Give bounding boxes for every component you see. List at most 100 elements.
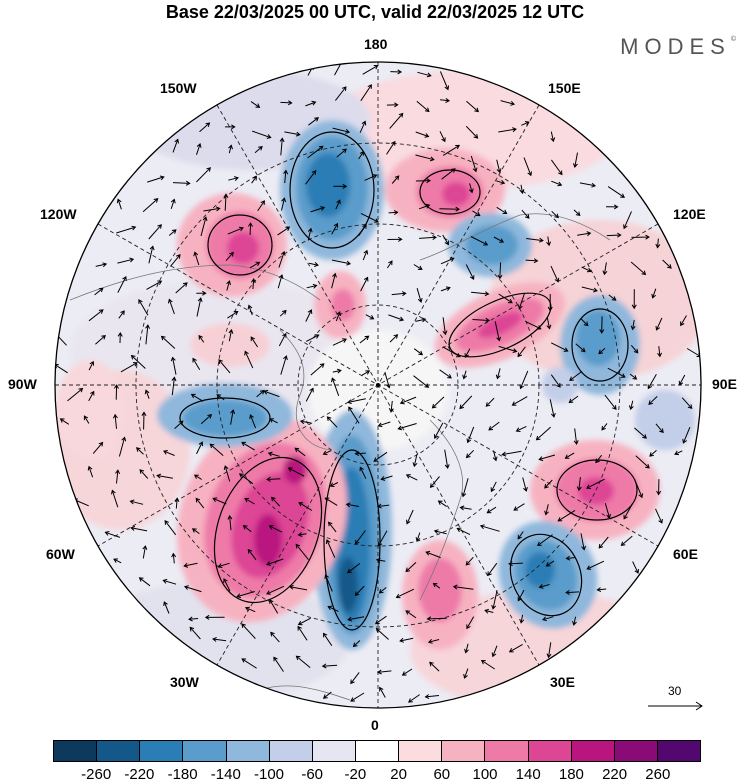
wind-arrow	[360, 276, 369, 292]
wind-arrow	[278, 332, 287, 347]
wind-arrow	[331, 272, 337, 289]
wind-arrow	[305, 309, 313, 322]
wind-arrow	[632, 561, 639, 574]
wind-arrow	[145, 324, 151, 345]
wind-arrow	[172, 138, 179, 153]
reference-vector: 30	[648, 684, 708, 714]
wind-arrow	[228, 328, 234, 342]
wind-arrow	[607, 367, 626, 378]
wind-arrow	[305, 170, 317, 185]
lon-label-150e: 150E	[548, 80, 581, 96]
wind-arrow	[500, 100, 516, 106]
wind-arrow	[193, 251, 200, 266]
wind-arrow	[535, 426, 551, 441]
wind-arrow	[377, 421, 391, 428]
wind-arrow	[139, 469, 149, 479]
wind-arrow	[463, 668, 469, 679]
wind-arrow	[442, 234, 449, 246]
wind-arrow	[487, 562, 498, 577]
wind-arrow	[576, 477, 582, 492]
wind-arrow	[305, 387, 314, 402]
wind-arrow	[452, 584, 474, 590]
wind-arrow	[395, 588, 415, 599]
wind-arrow	[347, 398, 366, 405]
wind-arrow	[465, 449, 475, 459]
wind-arrow	[413, 375, 430, 388]
wind-arrow	[521, 209, 530, 219]
wind-arrow	[444, 449, 450, 469]
wind-arrow	[522, 477, 528, 492]
wind-arrow	[386, 102, 399, 108]
wind-arrow	[491, 645, 498, 658]
wind-arrow	[550, 342, 569, 352]
wind-arrow	[496, 159, 502, 174]
wind-arrow	[266, 476, 281, 482]
wind-arrow	[575, 343, 586, 353]
colorbar-segment	[528, 741, 572, 761]
wind-arrow	[163, 601, 170, 614]
wind-arrow	[279, 309, 287, 317]
wind-arrow	[388, 400, 394, 413]
wind-arrow	[247, 548, 257, 561]
wind-arrow	[254, 145, 263, 154]
wind-arrow	[518, 292, 526, 310]
wind-arrow	[247, 222, 253, 236]
wind-arrow	[183, 562, 198, 568]
wind-arrow	[359, 335, 370, 344]
wind-arrow	[297, 532, 307, 537]
wind-arrow	[655, 317, 663, 331]
wind-arrow	[602, 262, 608, 276]
wind-arrow	[484, 608, 494, 614]
wind-arrow	[631, 234, 650, 240]
wind-arrow	[223, 465, 231, 482]
wind-arrow	[465, 556, 474, 566]
wind-arrow	[466, 100, 480, 113]
wind-arrow	[413, 264, 423, 270]
wind-arrow	[415, 178, 431, 184]
wind-arrows	[55, 62, 701, 703]
wind-arrow	[434, 422, 444, 439]
wind-arrow	[94, 287, 104, 296]
wind-arrow	[171, 552, 177, 564]
wind-arrow	[277, 274, 284, 289]
wind-arrow	[249, 414, 257, 429]
wind-arrow	[310, 206, 326, 213]
lon-label-120w: 120W	[40, 206, 77, 222]
wind-arrow	[465, 264, 475, 280]
wind-arrow	[287, 467, 305, 477]
wind-arrow	[491, 590, 498, 610]
wind-arrow	[544, 504, 549, 516]
wind-arrow	[634, 427, 647, 439]
wind-arrow	[386, 140, 396, 155]
wind-arrow	[362, 249, 369, 261]
wind-arrow	[280, 355, 288, 375]
wind-arrow	[59, 418, 70, 425]
wind-arrow	[501, 450, 522, 457]
wind-arrow	[327, 521, 337, 533]
wind-arrow	[138, 577, 151, 587]
wind-arrow	[431, 396, 445, 409]
wind-arrow	[334, 62, 345, 76]
wind-arrow	[415, 532, 421, 542]
wind-arrow	[175, 282, 188, 294]
wind-arrow	[297, 617, 311, 626]
wind-arrow	[498, 345, 518, 353]
wind-arrow	[681, 397, 693, 410]
wind-arrow	[424, 694, 440, 700]
wind-arrow	[399, 637, 414, 643]
wind-arrow	[651, 288, 657, 299]
wind-arrow	[147, 175, 165, 183]
lon-label-30w: 30W	[170, 674, 199, 690]
wind-arrow	[163, 450, 175, 456]
wind-arrow	[347, 563, 361, 574]
wind-arrow	[198, 334, 205, 343]
wind-arrow	[188, 616, 199, 622]
wind-arrow	[196, 297, 203, 317]
wind-arrow	[586, 478, 605, 489]
wind-arrow	[415, 317, 427, 323]
wind-arrow	[608, 294, 617, 301]
colorbar-tick-label: 260	[645, 766, 671, 783]
wind-arrow	[135, 447, 144, 455]
wind-arrow	[117, 275, 127, 293]
